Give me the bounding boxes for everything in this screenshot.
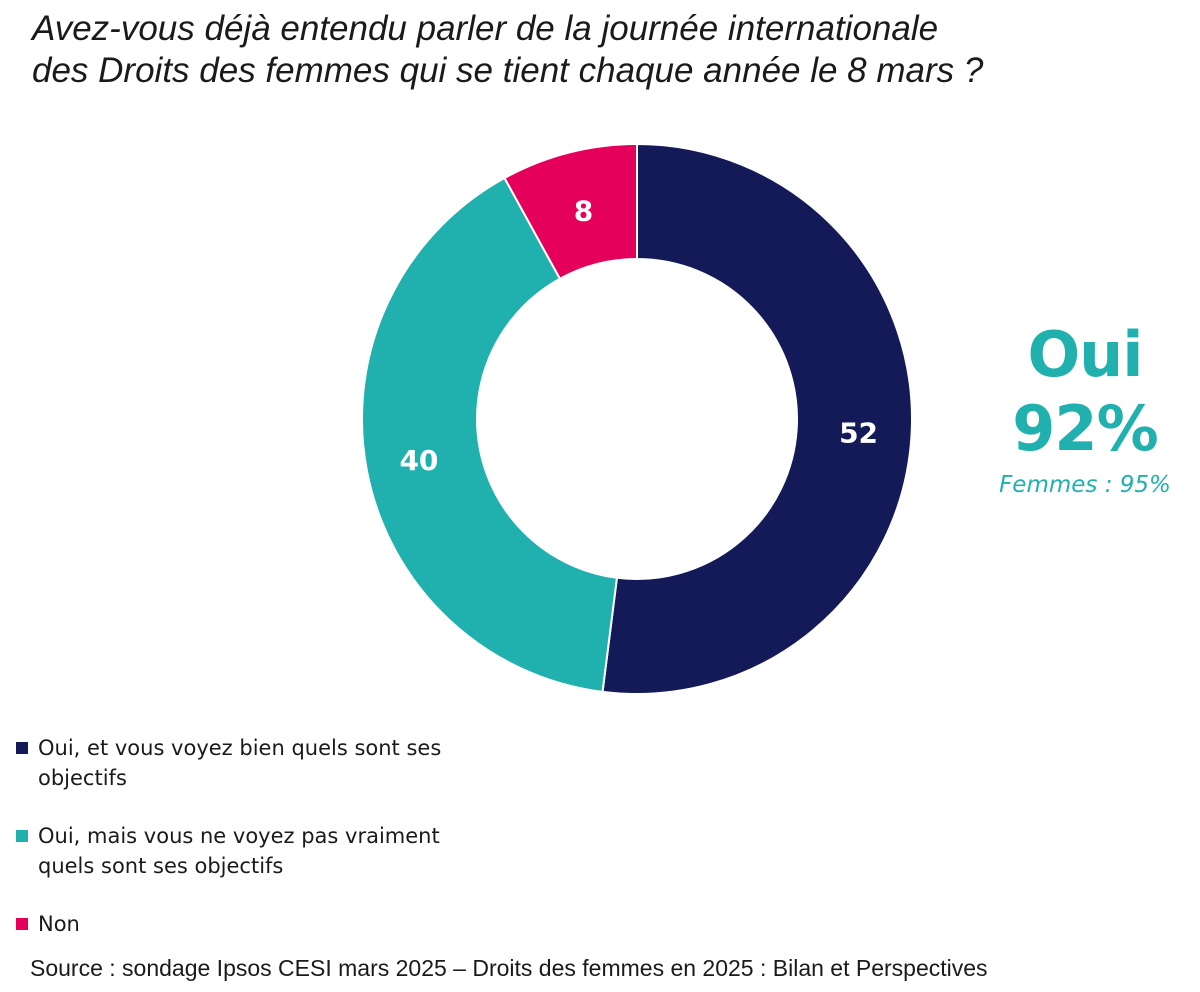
donut-slice-non xyxy=(503,142,638,281)
chart-title: Avez-vous déjà entendu parler de la jour… xyxy=(32,8,1172,92)
source-note: Source : sondage Ipsos CESI mars 2025 – … xyxy=(30,955,988,981)
donut-data-label-non: 8 xyxy=(574,194,593,227)
donut-data-label-oui-pas-vraiment: 40 xyxy=(399,444,438,477)
chart-legend: Oui, et vous voyez bien quels sont ses o… xyxy=(16,733,486,939)
callout-note: Femmes : 95% xyxy=(999,472,1171,498)
summary-callout: Oui 92% Femmes : 95% xyxy=(960,318,1200,500)
legend-swatch-teal xyxy=(16,830,28,842)
legend-item-label-line-1: Oui, et vous voyez bien quels sont ses xyxy=(38,736,442,760)
legend-item-oui-pas-vraiment: Oui, mais vous ne voyez pas vraiment que… xyxy=(16,821,486,881)
donut-slice-oui-objectifs xyxy=(601,142,913,695)
legend-item-label-line-1: Oui, mais vous ne voyez pas vraiment xyxy=(38,824,440,848)
donut-slice-oui-pas-vraiment xyxy=(361,176,619,693)
callout-value: 92% xyxy=(1012,392,1158,465)
legend-item-label-line-2: objectifs xyxy=(38,766,127,790)
callout-label: Oui xyxy=(1027,318,1143,391)
legend-item-label-line-1: Non xyxy=(38,912,80,936)
legend-swatch-navy xyxy=(16,742,28,754)
chart-title-line-1: Avez-vous déjà entendu parler de la jour… xyxy=(32,9,939,48)
chart-title-line-2: des Droits des femmes qui se tient chaqu… xyxy=(32,51,984,90)
legend-item-non: Non xyxy=(16,909,486,939)
legend-swatch-pink xyxy=(16,918,28,930)
legend-item-oui-objectifs: Oui, et vous voyez bien quels sont ses o… xyxy=(16,733,486,793)
donut-data-label-oui-objectifs: 52 xyxy=(839,416,878,449)
legend-item-label-line-2: quels sont ses objectifs xyxy=(38,854,284,878)
